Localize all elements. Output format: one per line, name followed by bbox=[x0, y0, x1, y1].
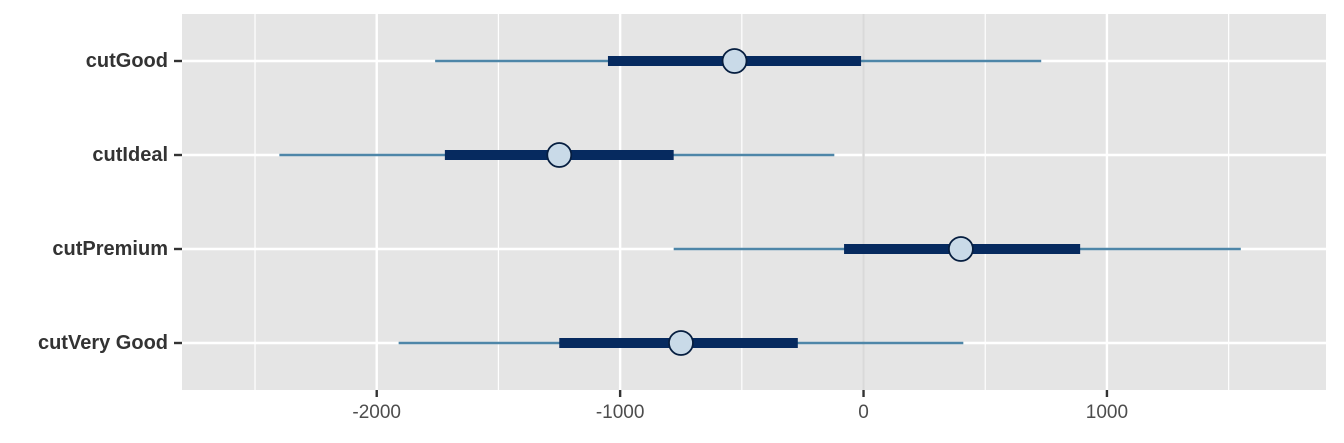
plot-panel bbox=[182, 14, 1326, 390]
y-tick-label: cutGood bbox=[86, 50, 168, 72]
point-estimate bbox=[947, 236, 974, 262]
point-estimate bbox=[668, 330, 694, 356]
x-tick-label: 1000 bbox=[1086, 402, 1128, 423]
x-tick-label: -2000 bbox=[352, 402, 401, 423]
point-estimate bbox=[721, 48, 748, 74]
y-tick-label: cutIdeal bbox=[92, 144, 168, 166]
y-axis: cutGood cutIdeal cutPremium cutVery Good bbox=[38, 50, 182, 354]
y-tick-label: cutPremium bbox=[52, 238, 168, 260]
y-tick-label: cutVery Good bbox=[38, 332, 168, 354]
x-axis: -2000 -1000 0 1000 bbox=[352, 390, 1128, 423]
interval-marks bbox=[279, 48, 1241, 356]
x-tick-label: -1000 bbox=[596, 402, 645, 423]
minor-gridlines bbox=[254, 14, 1230, 390]
point-estimate bbox=[546, 142, 573, 168]
x-tick-label: 0 bbox=[858, 402, 869, 423]
